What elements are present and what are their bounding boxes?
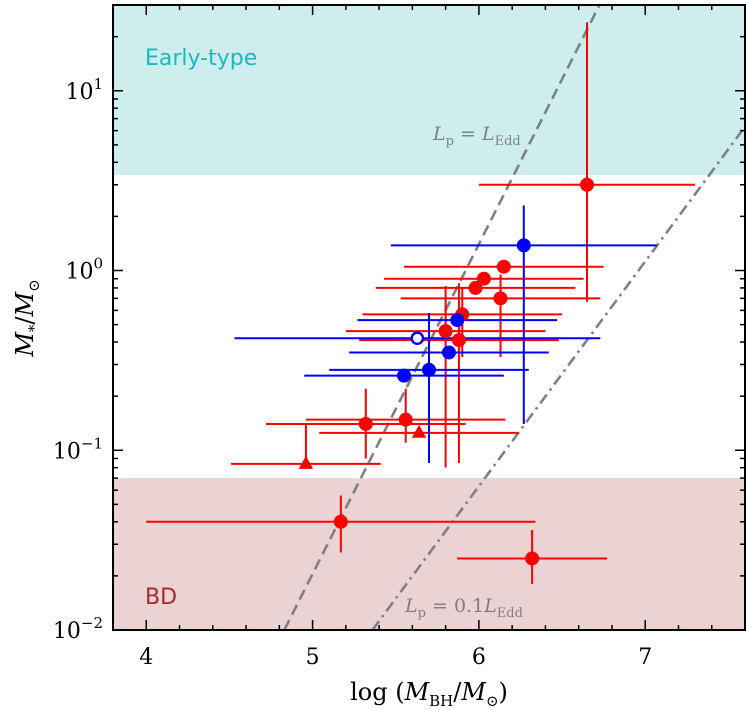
y-axis-label: M*/M⊙	[11, 279, 43, 357]
blue-circles-point-0	[516, 238, 531, 253]
axes: 4 5 6 7 10−2 10−1 100 101 log (MBH/M⊙) M*/M⊙	[11, 4, 746, 710]
y-tick-label-2: 100	[65, 255, 103, 285]
markers	[298, 177, 594, 566]
red-circles-point-0	[580, 177, 594, 192]
blue-circles-point-1	[450, 313, 465, 328]
x-tick-label-1: 5	[306, 645, 320, 670]
red-circles-point-1	[496, 259, 511, 274]
blue-circles-point-4	[397, 368, 412, 383]
blue-circles-point-2	[441, 345, 456, 360]
eddington-line	[283, 5, 601, 630]
early-type-label: Early-type	[145, 46, 257, 71]
y-tick-label-3: 101	[65, 75, 103, 105]
tenth-eddington-label: Lp = 0.1LEdd	[404, 595, 523, 621]
x-tick-label-3: 7	[638, 645, 652, 670]
blue-open-circles-point-0	[410, 331, 425, 346]
red-circles-point-11	[525, 551, 540, 566]
blue-circles-point-3	[422, 362, 436, 377]
red-circles-point-3	[468, 280, 483, 295]
eddington-label: Lp = LEdd	[432, 123, 521, 149]
bd-label: BD	[145, 585, 177, 610]
red-circles-point-10	[333, 514, 348, 529]
annotations: Early-type BD Lp = LEdd Lp = 0.1LEdd	[145, 46, 523, 621]
early-type-band	[113, 5, 745, 175]
red-triangles-point-1	[411, 424, 427, 438]
y-tick-label-0: 10−2	[53, 614, 103, 644]
red-circles-point-4	[493, 291, 508, 306]
red-circles-point-2	[476, 271, 491, 286]
red-circles-point-6	[438, 324, 453, 339]
y-tick-label-1: 10−1	[53, 434, 103, 464]
plot-frame	[112, 4, 746, 631]
x-axis-label: log (MBH/M⊙)	[350, 678, 508, 710]
x-tick-label-0: 4	[139, 645, 153, 670]
red-circles-point-7	[451, 333, 466, 348]
red-triangles-point-0	[298, 455, 314, 469]
reference-lines	[283, 5, 745, 630]
x-tick-label-2: 6	[472, 645, 486, 670]
red-circles-point-9	[398, 412, 413, 427]
red-circles-point-8	[358, 416, 373, 431]
